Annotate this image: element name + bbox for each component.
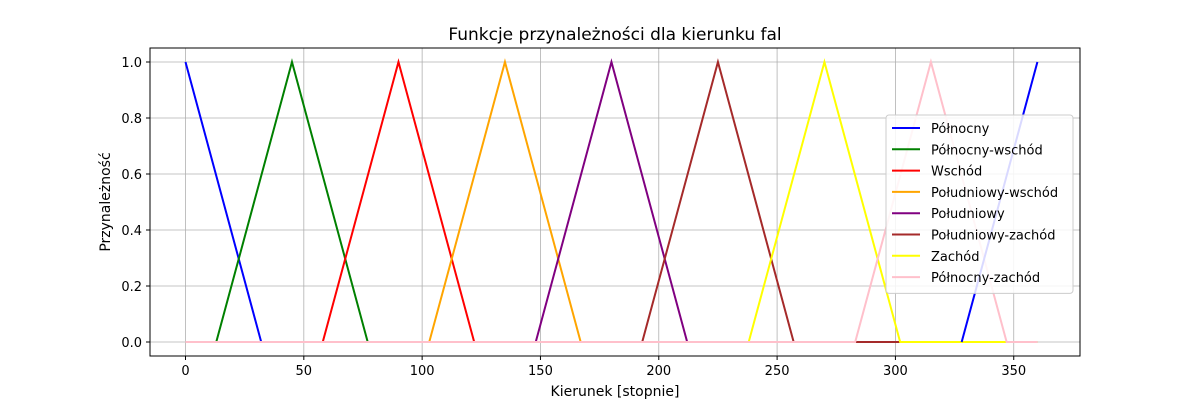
y-tick-label: 0.0: [121, 336, 142, 351]
plot-frame: [149, 47, 1081, 357]
legend-label: Zachód: [931, 250, 979, 265]
x-tick-label: 250: [765, 364, 790, 379]
legend: Północny Północny-wschód Wschód Południowy-…: [885, 114, 1074, 294]
legend-box: [885, 114, 1074, 294]
x-tick-label: 150: [528, 364, 553, 379]
x-tick-label: 200: [646, 364, 671, 379]
y-tick-label: 0.6: [121, 168, 142, 183]
legend-label: Południowy-zachód: [931, 229, 1056, 244]
x-tick-label: 300: [883, 364, 908, 379]
y-tick-label: 0.8: [121, 112, 142, 127]
legend-label: Południowy: [931, 207, 1005, 222]
y-axis-label: Przynależność: [98, 152, 114, 251]
y-tick-label: 0.4: [121, 224, 142, 239]
chart-title: Funkcje przynależności dla kierunku fal: [448, 25, 781, 45]
x-axis-label: Kierunek [stopnie]: [551, 384, 680, 400]
y-tick-label: 0.2: [121, 280, 142, 295]
x-tick-label: 100: [410, 364, 435, 379]
legend-label: Północny: [931, 122, 990, 137]
legend-label: Północny-zachód: [931, 271, 1040, 286]
series-line-7: [185, 58, 1038, 343]
legend-label: Wschód: [931, 165, 982, 180]
series-lines: [184, 58, 1039, 343]
legend-label: Południowy-wschód: [931, 186, 1058, 201]
x-tick-label: 350: [1001, 364, 1026, 379]
axis-ticks: 0 50 100 150 200 250 300 350 0.0 0.2 0.4 0.6 0.8 1.0: [121, 56, 1026, 379]
y-tick-label: 1.0: [121, 56, 142, 71]
x-tick-label: 0: [181, 364, 189, 379]
x-tick-label: 50: [296, 364, 313, 379]
legend-label: Północny-wschód: [931, 143, 1043, 158]
